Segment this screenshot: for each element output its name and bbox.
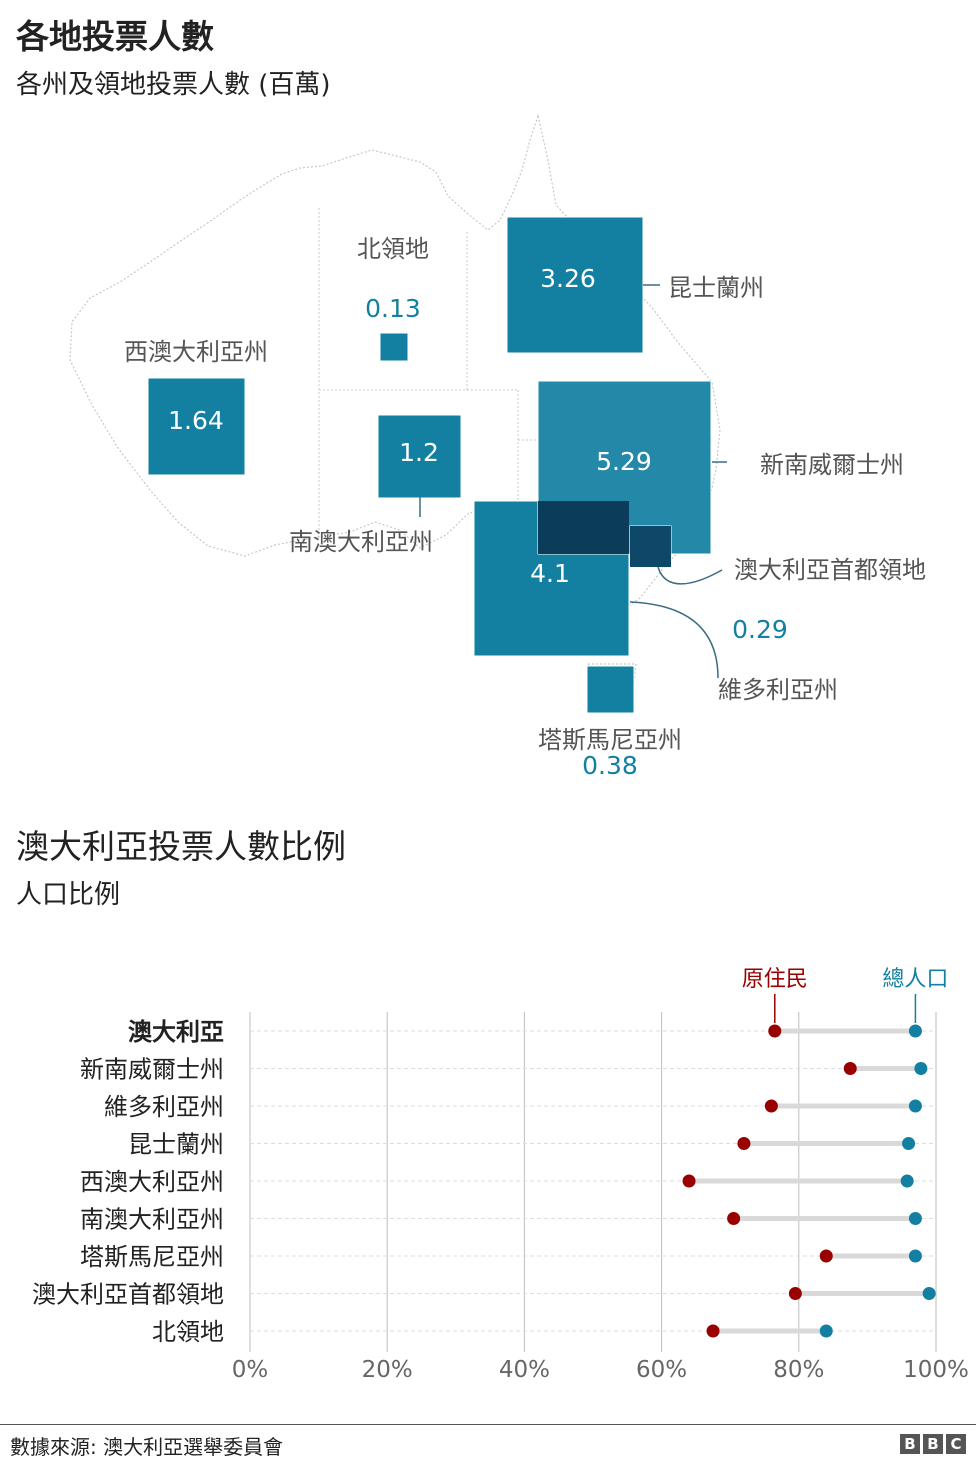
legend-indigenous-label: 原住民 (742, 967, 808, 992)
region-square (586, 665, 635, 714)
map-title: 各地投票人數 (16, 17, 214, 56)
x-tick-label: 20% (362, 1357, 413, 1383)
indigenous-dot (788, 1287, 802, 1300)
total-dot (908, 1249, 922, 1263)
total-dot (908, 1024, 922, 1038)
region-square (147, 377, 246, 476)
region-name-label: 新南威爾士州 (760, 451, 904, 479)
region-value-label: 4.1 (530, 559, 570, 588)
category-label: 澳大利亞首都領地 (32, 1281, 224, 1309)
total-dot (908, 1212, 922, 1225)
footer: 數據來源: 澳大利亞選舉委員會 B B C (0, 1424, 976, 1463)
region-square (506, 216, 644, 354)
legend-total-label: 總人口 (882, 967, 948, 992)
map-subtitle: 各州及領地投票人數 (百萬) (16, 70, 331, 100)
category-label: 新南威爾士州 (80, 1056, 224, 1084)
bbc-logo: B B C (900, 1434, 966, 1454)
dotplot-subtitle: 人口比例 (16, 880, 121, 910)
indigenous-dot (819, 1249, 833, 1263)
region-name-label: 南澳大利亞州 (289, 528, 433, 556)
bbc-logo-letter: C (946, 1434, 966, 1454)
indigenous-dot (682, 1174, 696, 1188)
indigenous-dot (727, 1212, 741, 1225)
category-label: 西澳大利亞州 (80, 1168, 224, 1196)
indigenous-dot (764, 1099, 778, 1113)
dotplot-title: 澳大利亞投票人數比例 (16, 827, 346, 866)
category-label: 維多利亞州 (104, 1093, 224, 1121)
leader-line (657, 566, 723, 585)
region-value-label: 3.26 (540, 264, 596, 293)
total-dot (922, 1287, 936, 1300)
region-name-label: 澳大利亞首都領地 (734, 556, 926, 584)
source-text: 數據來源: 澳大利亞選舉委員會 (10, 1435, 284, 1459)
total-dot (902, 1137, 916, 1150)
x-tick-label: 60% (636, 1357, 687, 1383)
total-dot (914, 1062, 928, 1075)
australia-outline (69, 113, 721, 619)
dot-plot: 0% 20% 40% 60% 80% 100% 澳大利亞新南威爾士州維多利亞州昆士蘭州西澳大… (32, 967, 969, 1383)
region-value-label: 1.64 (168, 406, 224, 435)
region-name-label: 昆士蘭州 (668, 274, 764, 302)
x-tick-label: 40% (499, 1357, 550, 1383)
region-name-label: 北領地 (357, 235, 429, 263)
leader-line (629, 601, 719, 679)
indigenous-dot (706, 1324, 720, 1338)
total-dot (908, 1099, 922, 1113)
category-label: 塔斯馬尼亞州 (80, 1243, 224, 1271)
indigenous-dot (737, 1137, 751, 1150)
category-label: 北領地 (152, 1318, 224, 1346)
category-label: 南澳大利亞州 (80, 1206, 224, 1234)
category-label: 昆士蘭州 (128, 1131, 224, 1159)
region-square (379, 332, 409, 362)
indigenous-dot (768, 1024, 782, 1038)
category-label: 澳大利亞 (128, 1018, 224, 1046)
region-value-label: 0.38 (582, 751, 638, 780)
overlap-square (538, 501, 629, 554)
region-name-label: 塔斯馬尼亞州 (538, 726, 682, 754)
region-value-label: 1.2 (399, 438, 439, 467)
region-name-label: 維多利亞州 (718, 676, 838, 704)
region-name-label: 西澳大利亞州 (124, 338, 268, 366)
region-value-label: 0.29 (732, 615, 788, 644)
indigenous-dot (843, 1062, 857, 1075)
bbc-logo-letter: B (923, 1434, 943, 1454)
region-value-label: 5.29 (596, 447, 652, 476)
bbc-logo-letter: B (900, 1434, 920, 1454)
x-tick-label: 100% (903, 1357, 969, 1383)
region-square (377, 414, 462, 499)
x-tick-label: 80% (773, 1357, 824, 1383)
total-dot (900, 1174, 914, 1188)
total-dot (819, 1324, 833, 1338)
region-square-act (630, 526, 671, 567)
x-tick-label: 0% (232, 1357, 269, 1383)
region-value-label: 0.13 (365, 294, 421, 323)
